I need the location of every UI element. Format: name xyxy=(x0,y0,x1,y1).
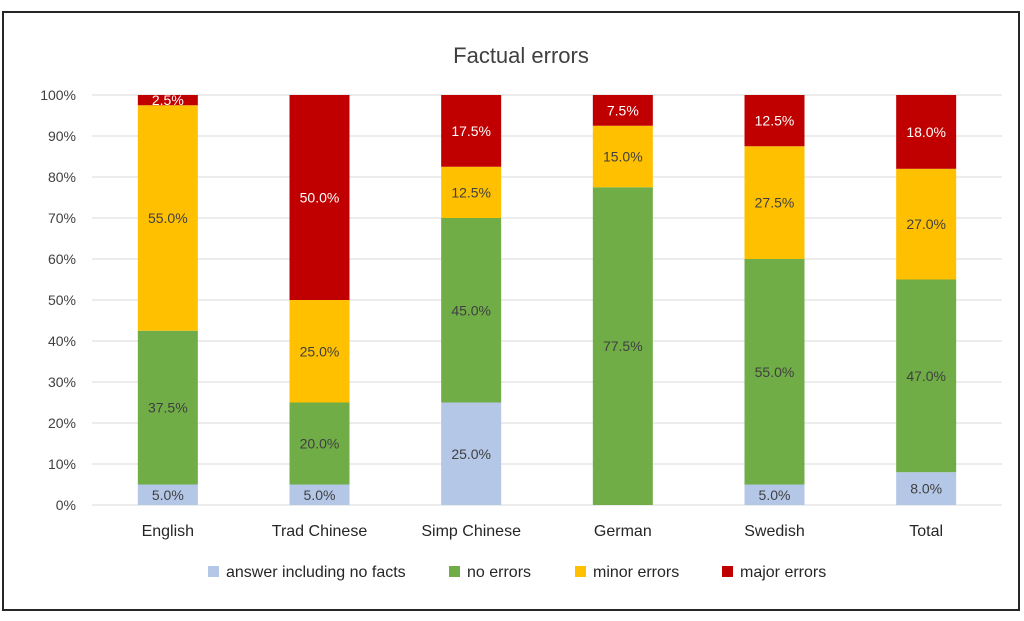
legend-label: no errors xyxy=(467,564,531,581)
bar-segment xyxy=(289,484,350,505)
data-label: 47.0% xyxy=(906,368,946,384)
data-label: 18.0% xyxy=(906,124,946,140)
gridlines xyxy=(92,94,1002,506)
bar-segment xyxy=(896,95,957,169)
bar-segment xyxy=(137,105,198,331)
data-label: 27.0% xyxy=(906,216,946,232)
y-tick-label: 60% xyxy=(48,251,76,267)
bar-segment xyxy=(744,484,805,505)
y-tick-label: 20% xyxy=(48,415,76,431)
data-label: 5.0% xyxy=(304,487,336,503)
y-tick-label: 90% xyxy=(48,128,76,144)
data-label: 2.5% xyxy=(152,92,184,108)
data-label: 5.0% xyxy=(152,487,184,503)
y-tick-label: 70% xyxy=(48,210,76,226)
legend-label: answer including no facts xyxy=(226,564,406,581)
x-category-label: German xyxy=(594,523,652,540)
bar-segment xyxy=(289,300,350,403)
data-label: 12.5% xyxy=(451,184,491,200)
chart-title: Factual errors xyxy=(453,43,589,68)
bar-segment xyxy=(896,472,957,505)
data-label: 25.0% xyxy=(451,446,491,462)
bar-segment xyxy=(592,187,653,505)
bar-segment xyxy=(744,95,805,147)
legend-label: major errors xyxy=(740,564,826,581)
data-label: 77.5% xyxy=(603,338,643,354)
y-tick-label: 40% xyxy=(48,333,76,349)
data-label: 20.0% xyxy=(300,436,340,452)
data-label: 55.0% xyxy=(148,210,188,226)
legend: answer including no facts no errors minor … xyxy=(208,564,826,581)
data-label: 27.5% xyxy=(755,195,795,211)
y-tick-label: 80% xyxy=(48,169,76,185)
x-axis-categories: English Trad Chinese Simp Chinese German Swe… xyxy=(142,523,943,540)
data-label: 8.0% xyxy=(910,481,942,497)
bar-segment xyxy=(137,95,198,106)
legend-swatch xyxy=(722,566,733,577)
bar-segment xyxy=(289,402,350,485)
y-tick-label: 50% xyxy=(48,292,76,308)
bar-segment xyxy=(441,402,502,505)
x-category-label: English xyxy=(142,523,194,540)
x-category-label: Total xyxy=(909,523,943,540)
y-tick-label: 10% xyxy=(48,456,76,472)
data-labels: 5.0% 37.5% 55.0% 2.5% 5.0% 20.0% 25.0% 50.0% 25.… xyxy=(148,92,946,503)
bar-segment xyxy=(896,168,957,280)
data-label: 17.5% xyxy=(451,123,491,139)
y-tick-label: 0% xyxy=(56,497,76,513)
bar-segment xyxy=(137,484,198,505)
bar-segment xyxy=(441,218,502,403)
bar-segment xyxy=(137,330,198,485)
bars xyxy=(137,95,957,505)
legend-swatch xyxy=(575,566,586,577)
data-label: 45.0% xyxy=(451,302,491,318)
data-label: 37.5% xyxy=(148,400,188,416)
data-label: 5.0% xyxy=(759,487,791,503)
bar-segment xyxy=(441,95,502,167)
y-axis-ticks: 0% 10% 20% 30% 40% 50% 60% 70% 80% 90% 100% xyxy=(40,87,76,513)
data-label: 15.0% xyxy=(603,149,643,165)
data-label: 25.0% xyxy=(300,343,340,359)
bar-segment xyxy=(896,279,957,473)
bar-segment xyxy=(592,125,653,188)
bar-segment xyxy=(289,95,350,300)
x-category-label: Swedish xyxy=(744,523,804,540)
bar-segment xyxy=(441,166,502,218)
x-category-label: Trad Chinese xyxy=(272,523,368,540)
bar-segment xyxy=(744,259,805,485)
y-tick-label: 30% xyxy=(48,374,76,390)
data-label: 12.5% xyxy=(755,113,795,129)
data-label: 7.5% xyxy=(607,102,639,118)
x-category-label: Simp Chinese xyxy=(421,523,521,540)
legend-swatch xyxy=(449,566,460,577)
bar-segment xyxy=(592,95,653,126)
y-tick-label: 100% xyxy=(40,87,76,103)
data-label: 55.0% xyxy=(755,364,795,380)
legend-label: minor errors xyxy=(593,564,679,581)
data-label: 50.0% xyxy=(300,190,340,206)
bar-segment xyxy=(744,146,805,259)
legend-swatch xyxy=(208,566,219,577)
